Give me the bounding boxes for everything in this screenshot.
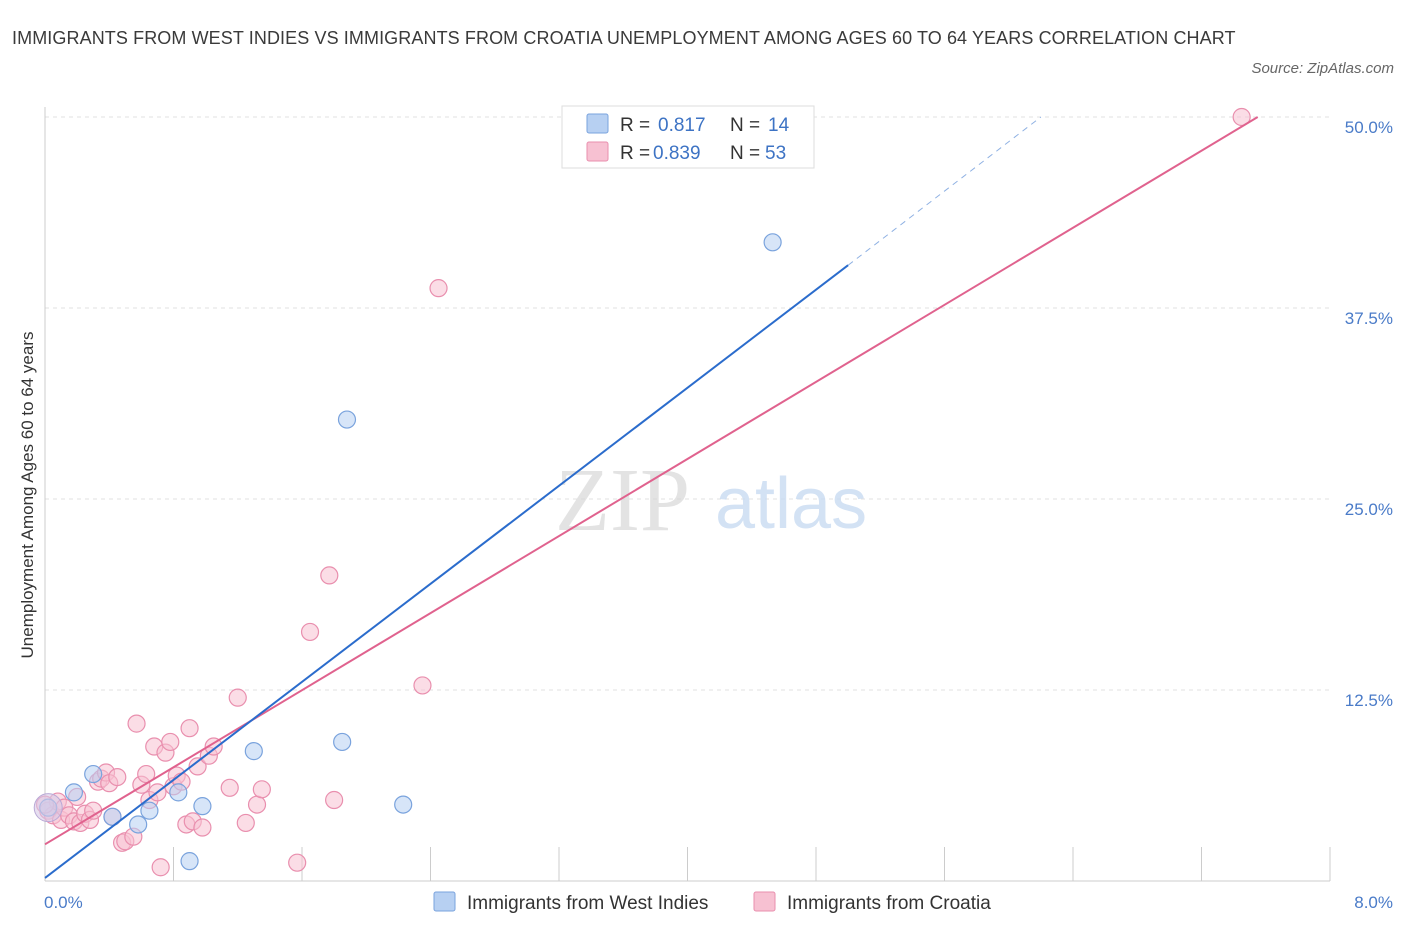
west-indies-point-8 (193, 797, 212, 816)
croatia-point-47 (320, 566, 339, 585)
croatia-point-27 (151, 858, 170, 877)
croatia-point-42 (236, 813, 255, 833)
legend-r-value-1: 0.817 (658, 115, 706, 136)
y-tick-label-2: 37.5% (1345, 309, 1393, 328)
watermark: ZIP atlas (555, 451, 867, 550)
watermark-zip: ZIP (555, 451, 690, 550)
croatia-point-41 (228, 688, 247, 707)
croatia-point-39 (204, 737, 223, 756)
origin-cluster-point (33, 793, 63, 823)
y-tick-label-3: 50.0% (1345, 118, 1393, 137)
west-indies-trend-line (44, 264, 849, 879)
croatia-point-43 (247, 795, 267, 814)
axes (44, 107, 1331, 882)
croatia-point-21 (127, 714, 146, 733)
legend-n-value-2: 53 (765, 143, 786, 164)
croatia-point-46 (300, 622, 320, 642)
croatia-point-45 (288, 853, 307, 872)
croatia-trend-line (44, 116, 1259, 846)
legend-swatch-pink (586, 141, 609, 162)
bottom-legend-swatch-pink (753, 891, 776, 912)
trend-lines (44, 116, 1259, 879)
legend-swatch-blue (586, 113, 609, 134)
croatia-point-40 (220, 778, 239, 797)
croatia-point-37 (193, 818, 212, 837)
west-indies-point-5 (140, 801, 159, 820)
y-tick-label-1: 25.0% (1345, 500, 1393, 519)
x-tick-labels: 0.0% 8.0% (44, 893, 1393, 912)
croatia-point-34 (180, 719, 199, 738)
legend-r-label-2: R = (620, 143, 650, 164)
croatia-point-29 (161, 732, 180, 752)
x-tick-max: 8.0% (1354, 893, 1393, 912)
chart-title: IMMIGRANTS FROM WEST INDIES VS IMMIGRANT… (12, 28, 1236, 48)
legend-r-value-2: 0.839 (653, 143, 701, 164)
west-indies-point-9 (244, 742, 263, 761)
west-indies-point-12 (337, 410, 357, 429)
bottom-legend-label-pink: Immigrants from Croatia (787, 893, 991, 914)
grid-lines (45, 116, 1330, 691)
west-indies-point-4 (129, 815, 148, 834)
croatia-point-48 (325, 790, 344, 810)
y-axis-title: Unemployment Among Ages 60 to 64 years (18, 332, 37, 659)
legend-n-label-2: N = (730, 143, 760, 164)
croatia-point-17 (108, 767, 127, 787)
x-tick-min: 0.0% (44, 893, 83, 912)
west-indies-point-13 (763, 233, 782, 252)
west-indies-point-2 (84, 764, 103, 784)
west-indies-point-6 (169, 783, 188, 802)
bottom-legend-label-blue: Immigrants from West Indies (467, 893, 708, 914)
croatia-point-50 (429, 279, 448, 298)
legend-n-value-1: 14 (768, 115, 790, 136)
west-indies-point-10 (333, 732, 352, 752)
legend-n-label-1: N = (730, 115, 760, 136)
legend-top: R = 0.817 N = 14 R = 0.839 N = 53 (561, 105, 815, 169)
bottom-legend-swatch-blue (433, 891, 456, 912)
west-indies-point-7 (180, 852, 199, 871)
west-indies-points (33, 233, 782, 871)
watermark-atlas: atlas (715, 464, 867, 544)
legend-bottom: Immigrants from West Indies Immigrants f… (433, 891, 991, 914)
west-indies-trend-extension (847, 116, 1042, 266)
croatia-point-49 (413, 676, 432, 695)
y-tick-label-0: 12.5% (1345, 691, 1393, 710)
y-tick-labels: 12.5% 25.0% 37.5% 50.0% (1345, 118, 1393, 710)
west-indies-point-11 (394, 795, 413, 814)
croatia-point-44 (252, 780, 271, 799)
croatia-point-36 (188, 757, 207, 776)
legend-r-label-1: R = (620, 115, 650, 136)
west-indies-point-1 (64, 783, 84, 802)
source-label: Source: ZipAtlas.com (1251, 60, 1394, 77)
